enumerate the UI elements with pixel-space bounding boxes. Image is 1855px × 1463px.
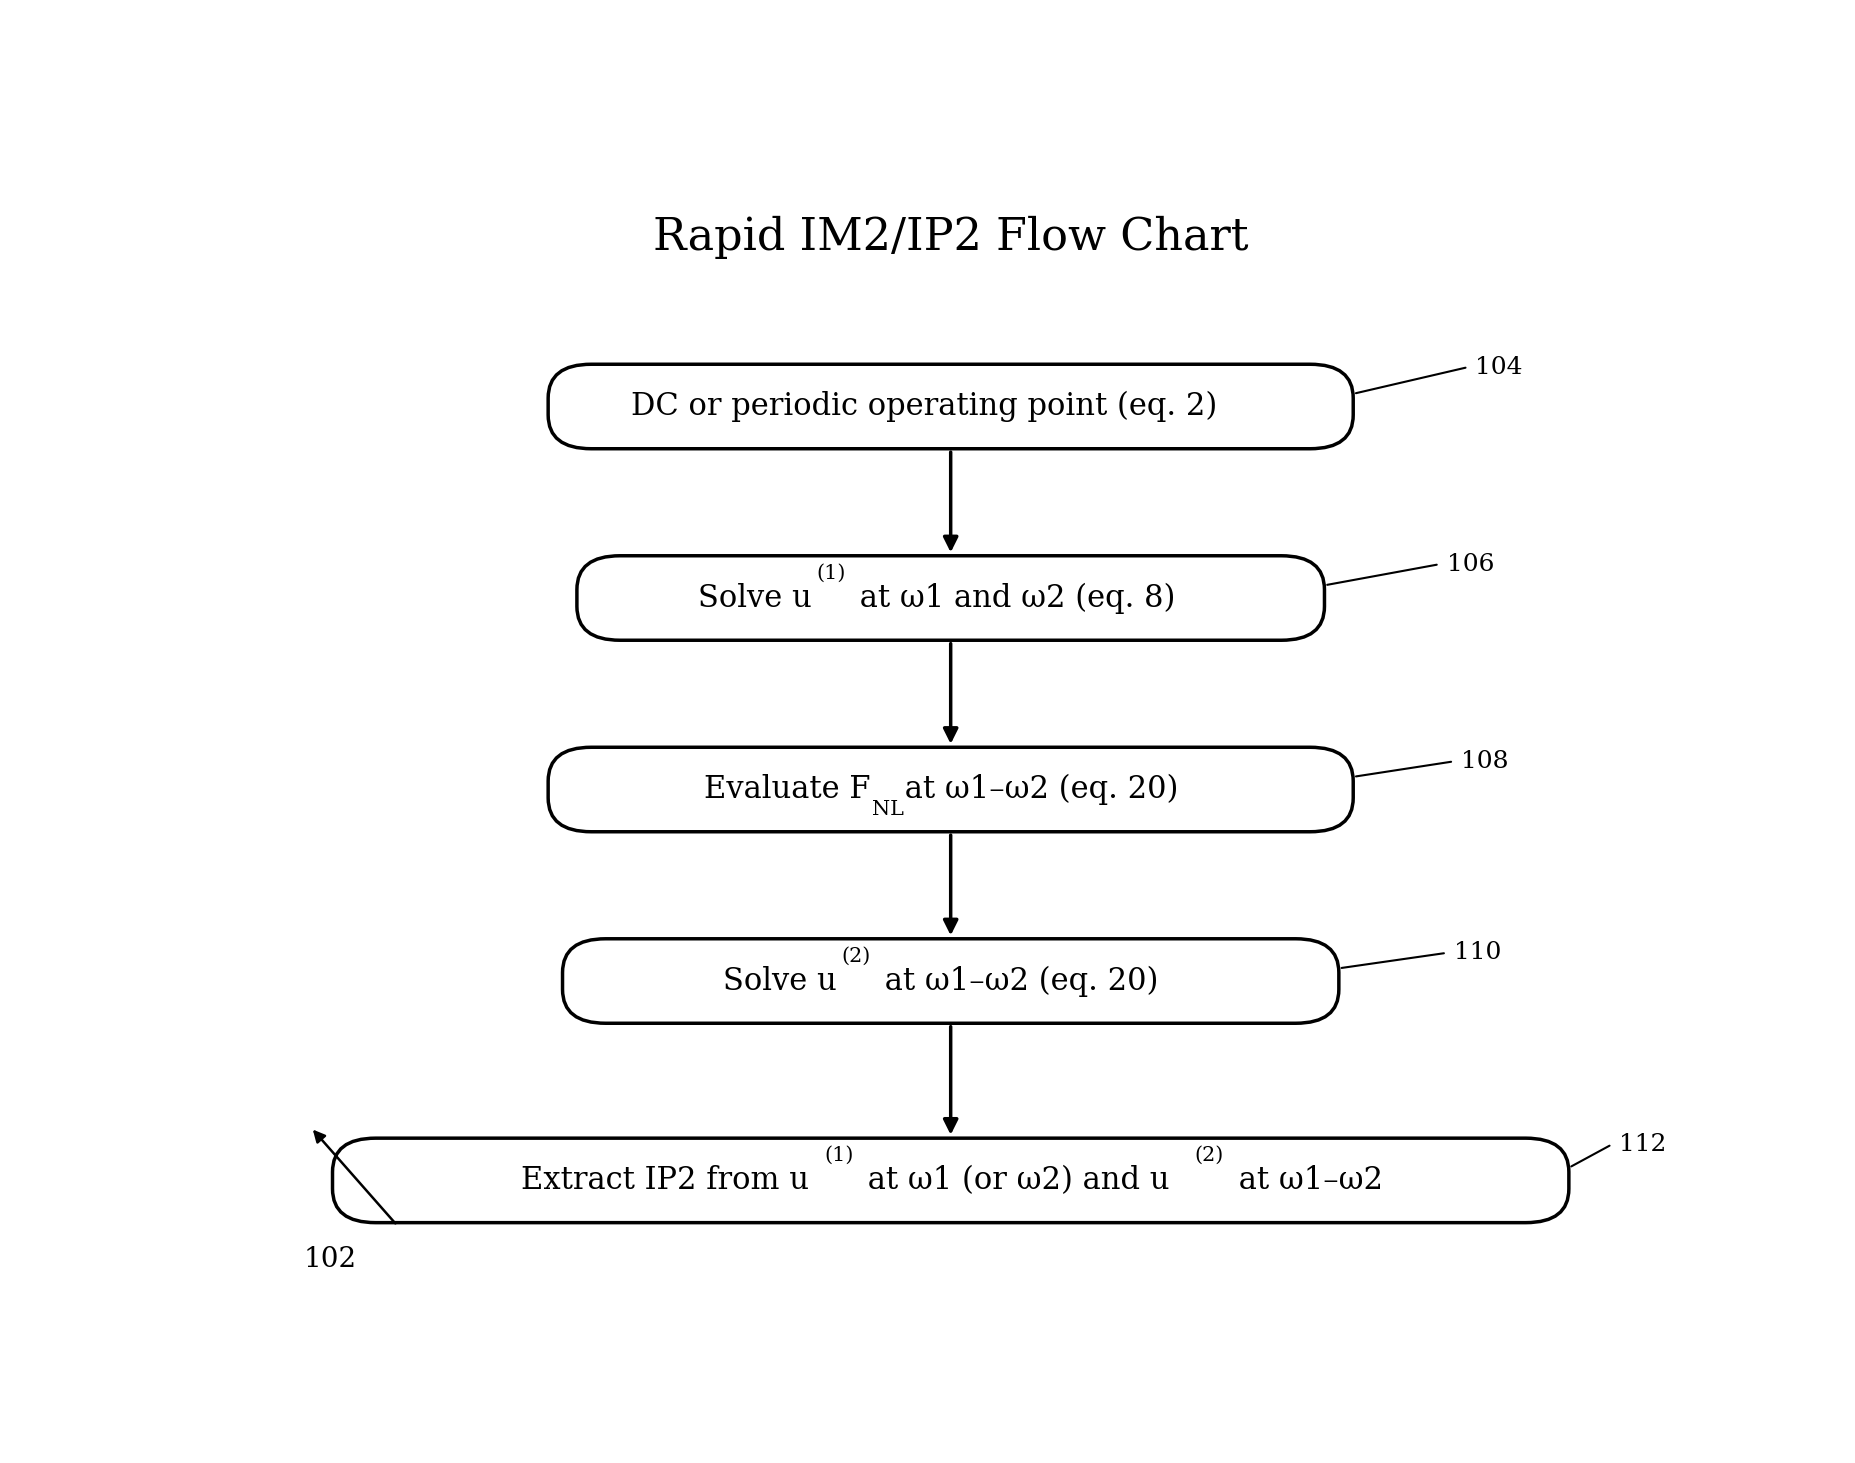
- FancyBboxPatch shape: [549, 364, 1354, 449]
- Text: 106: 106: [1447, 553, 1493, 576]
- Text: Evaluate F: Evaluate F: [705, 774, 870, 805]
- Text: Rapid IM2/IP2 Flow Chart: Rapid IM2/IP2 Flow Chart: [653, 217, 1248, 259]
- Text: 110: 110: [1454, 941, 1501, 964]
- Text: DC or periodic operating point (eq. 2): DC or periodic operating point (eq. 2): [631, 391, 1217, 423]
- FancyBboxPatch shape: [549, 748, 1354, 832]
- Text: (1): (1): [816, 563, 846, 582]
- Text: 112: 112: [1619, 1132, 1666, 1156]
- Text: 104: 104: [1475, 356, 1523, 379]
- Text: Solve u: Solve u: [697, 582, 812, 613]
- Text: at ω1–ω2 (eq. 20): at ω1–ω2 (eq. 20): [894, 774, 1178, 805]
- Text: (1): (1): [824, 1146, 853, 1165]
- FancyBboxPatch shape: [577, 556, 1324, 641]
- Text: Extract IP2 from u: Extract IP2 from u: [521, 1165, 809, 1195]
- Text: Solve u: Solve u: [723, 966, 837, 996]
- Text: NL: NL: [872, 800, 903, 819]
- Text: at ω1 (or ω2) and u: at ω1 (or ω2) and u: [859, 1165, 1171, 1195]
- Text: at ω1 and ω2 (eq. 8): at ω1 and ω2 (eq. 8): [850, 582, 1176, 613]
- Text: (2): (2): [1195, 1146, 1224, 1165]
- FancyBboxPatch shape: [332, 1138, 1569, 1223]
- Text: 108: 108: [1462, 751, 1508, 772]
- Text: at ω1–ω2: at ω1–ω2: [1228, 1165, 1382, 1195]
- Text: at ω1–ω2 (eq. 20): at ω1–ω2 (eq. 20): [876, 966, 1159, 996]
- Text: 102: 102: [302, 1246, 356, 1273]
- FancyBboxPatch shape: [562, 939, 1339, 1023]
- Text: (2): (2): [840, 947, 870, 966]
